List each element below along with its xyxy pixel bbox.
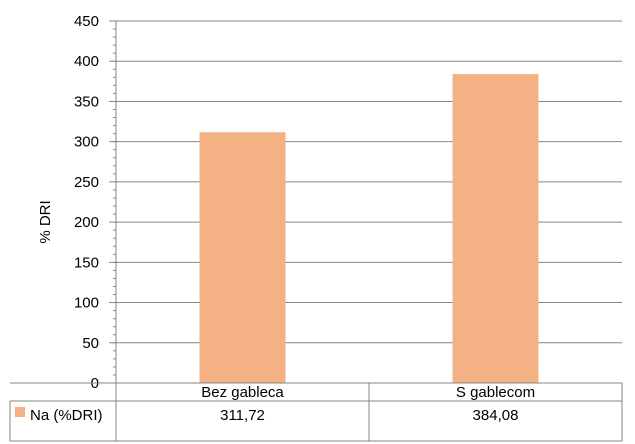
y-tick-label: 300 <box>74 134 99 151</box>
bar <box>452 74 539 383</box>
legend-label: Na (%DRI) <box>30 407 103 424</box>
y-tick-label: 250 <box>74 174 99 191</box>
data-label: 311,72 <box>220 407 265 424</box>
y-tick-label: 200 <box>74 214 99 231</box>
y-tick-label: 450 <box>74 13 99 30</box>
bars <box>199 74 539 383</box>
data-label: 384,08 <box>473 407 519 424</box>
y-tick-label: 150 <box>74 254 99 271</box>
gridlines <box>116 20 622 384</box>
bar <box>199 132 286 383</box>
y-tick-label: 50 <box>82 335 99 352</box>
category-label: Bez gableca <box>201 384 284 401</box>
y-axis-label: % DRI <box>37 200 54 243</box>
category-label: S gablecom <box>456 384 535 401</box>
y-tick-label: 400 <box>74 53 99 70</box>
y-tick-label: 100 <box>74 295 99 312</box>
data-table: Bez gableca 311,72 S gablecom 384,08 Na (%DR… <box>9 382 623 442</box>
y-tick-label: 350 <box>74 93 99 110</box>
legend-swatch <box>15 407 25 417</box>
